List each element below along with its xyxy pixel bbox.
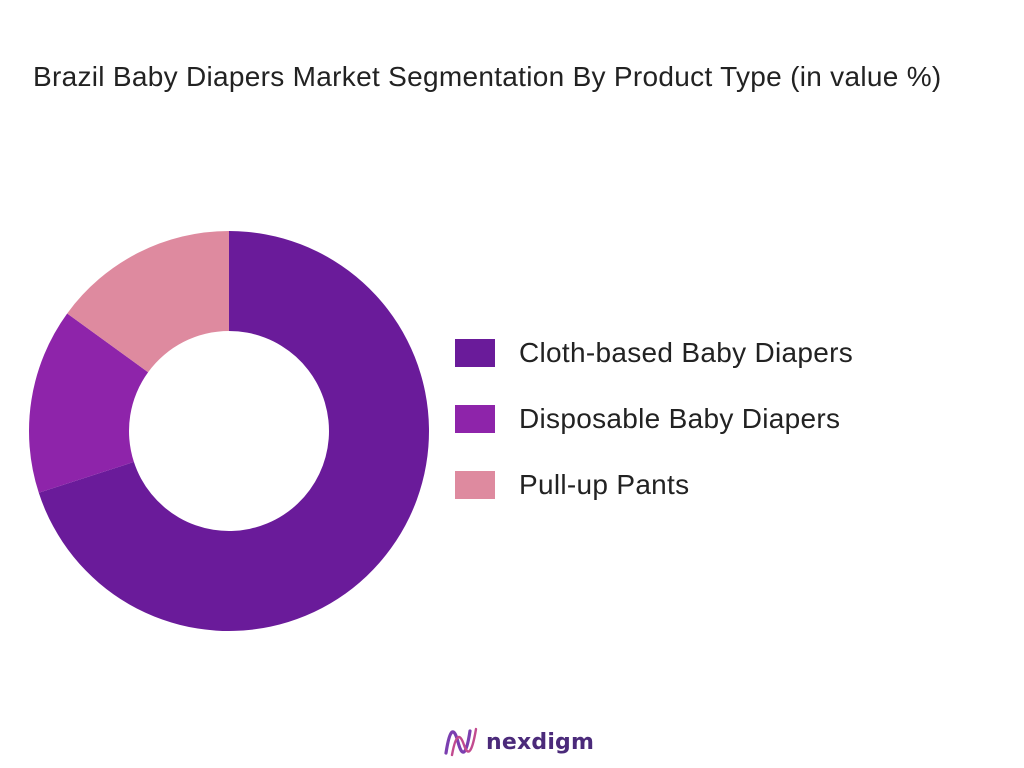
chart-legend: Cloth-based Baby Diapers Disposable Baby … bbox=[455, 331, 853, 529]
nexdigm-logo-icon bbox=[444, 727, 478, 757]
legend-label: Cloth-based Baby Diapers bbox=[519, 337, 854, 368]
donut-slice-3 bbox=[67, 231, 230, 373]
donut-slice-1 bbox=[38, 231, 429, 631]
legend-swatch bbox=[455, 339, 495, 367]
legend-label: Disposable Baby Diapers bbox=[519, 403, 841, 434]
legend-item: Pull-up Pants bbox=[455, 463, 853, 507]
legend-label: Pull-up Pants bbox=[519, 469, 690, 500]
legend-item: Cloth-based Baby Diapers bbox=[455, 331, 853, 375]
chart-title: Brazil Baby Diapers Market Segmentation … bbox=[33, 61, 942, 92]
brand-name: nexdigm bbox=[486, 729, 595, 755]
legend-item: Disposable Baby Diapers bbox=[455, 397, 853, 441]
legend-swatch bbox=[455, 471, 495, 499]
donut-slice-2 bbox=[28, 313, 149, 493]
brand-logo: nexdigm bbox=[442, 722, 594, 762]
legend-swatch bbox=[455, 405, 495, 433]
